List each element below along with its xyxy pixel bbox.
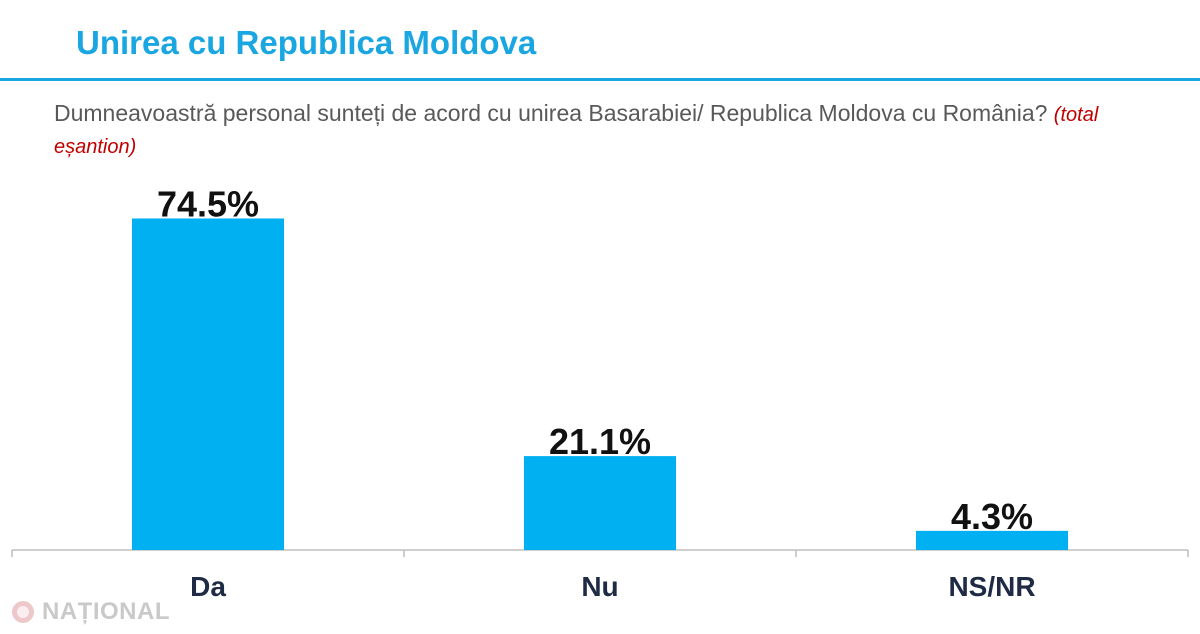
data-label: 74.5% xyxy=(157,183,259,224)
data-label: 21.1% xyxy=(549,421,651,462)
sample-note: (total eșantion) xyxy=(54,104,1099,158)
bar-ns-nr xyxy=(916,530,1068,550)
title-divider xyxy=(0,78,1200,81)
page-title: Unirea cu Republica Moldova xyxy=(76,24,537,61)
national-logo-icon xyxy=(12,601,34,623)
watermark-text: NAȚIONAL xyxy=(42,598,170,625)
watermark: NAȚIONAL xyxy=(10,596,170,628)
bar-nu xyxy=(524,456,676,550)
bar-da xyxy=(132,218,284,550)
category-label: Da xyxy=(190,571,226,602)
survey-question: Dumneavoastră personal sunteți de acord … xyxy=(54,98,1164,162)
question-text: Dumneavoastră personal sunteți de acord … xyxy=(54,100,1048,126)
category-label: Nu xyxy=(581,571,618,602)
data-label: 4.3% xyxy=(951,496,1033,537)
category-label: NS/NR xyxy=(948,571,1035,602)
